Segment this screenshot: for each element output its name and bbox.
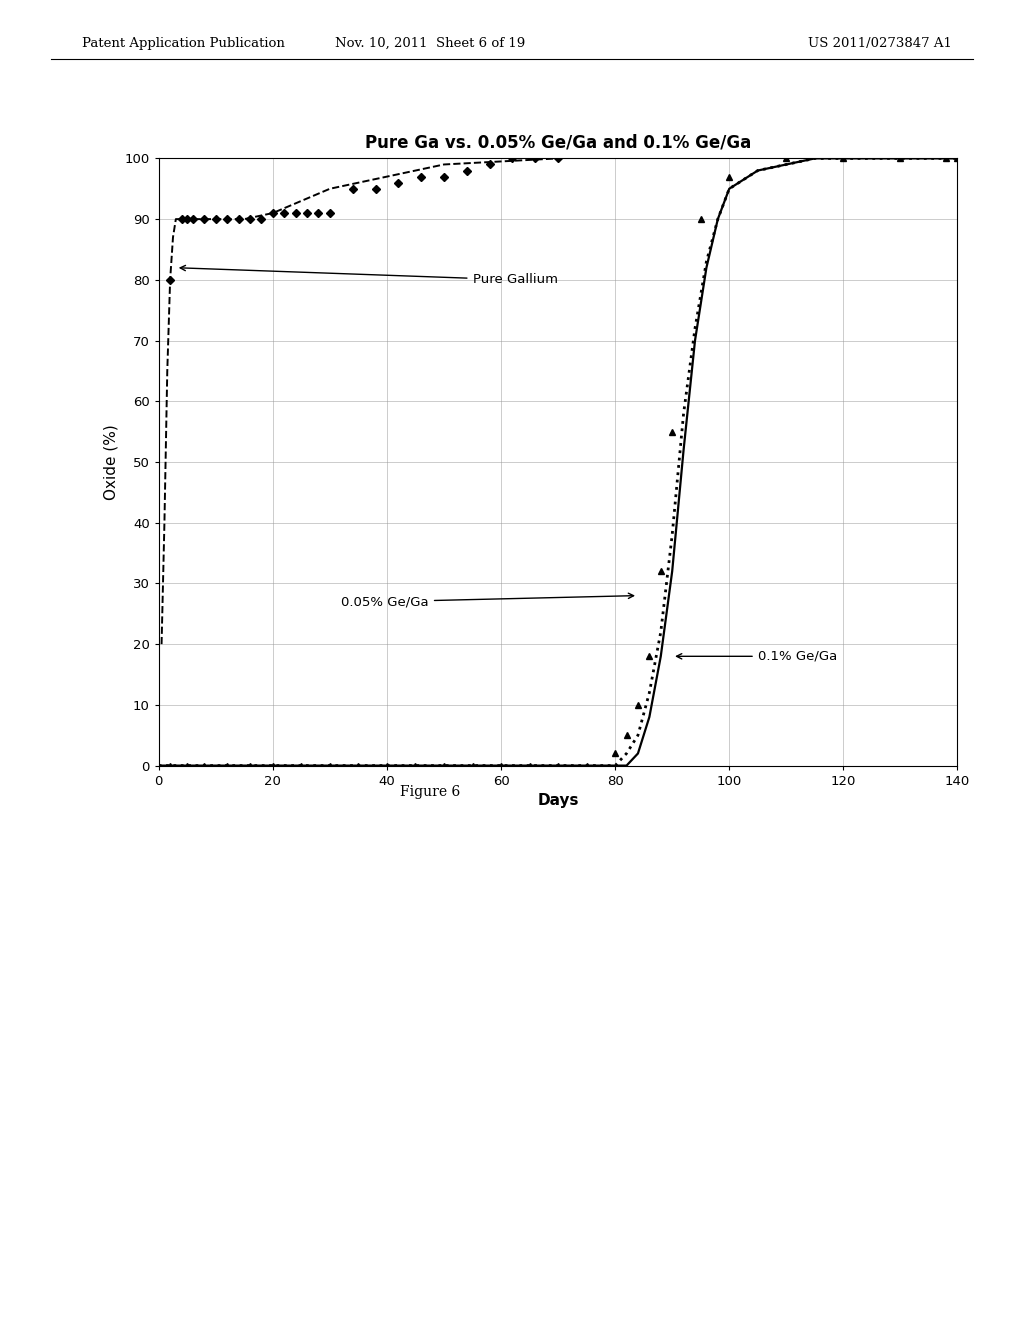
Text: 0.05% Ge/Ga: 0.05% Ge/Ga [341, 593, 634, 609]
X-axis label: Days: Days [538, 793, 579, 808]
Text: Pure Gallium: Pure Gallium [180, 265, 557, 286]
Text: Nov. 10, 2011  Sheet 6 of 19: Nov. 10, 2011 Sheet 6 of 19 [335, 37, 525, 50]
Text: Figure 6: Figure 6 [400, 785, 460, 800]
Title: Pure Ga vs. 0.05% Ge/Ga and 0.1% Ge/Ga: Pure Ga vs. 0.05% Ge/Ga and 0.1% Ge/Ga [365, 133, 752, 152]
Text: US 2011/0273847 A1: US 2011/0273847 A1 [808, 37, 952, 50]
Y-axis label: Oxide (%): Oxide (%) [103, 424, 119, 500]
Text: Patent Application Publication: Patent Application Publication [82, 37, 285, 50]
Text: 0.1% Ge/Ga: 0.1% Ge/Ga [677, 649, 837, 663]
